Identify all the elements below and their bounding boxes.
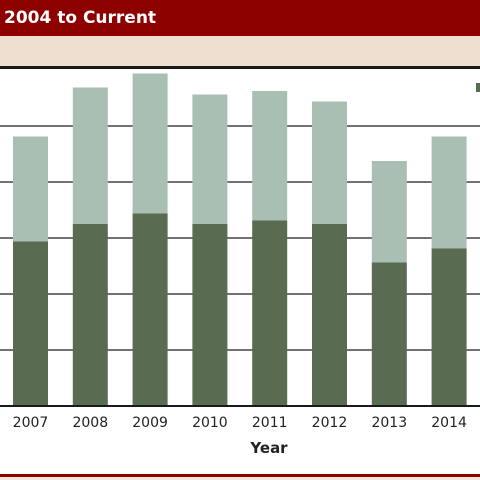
- bar-2011-segment-1: [252, 220, 288, 406]
- bar-2013-segment-2: [371, 161, 407, 263]
- x-tick-label: 2007: [13, 415, 49, 431]
- bar-2011-segment-2: [252, 91, 288, 221]
- bar-2010-segment-2: [192, 94, 228, 224]
- bar-2008-segment-2: [72, 87, 108, 224]
- bar-2012-segment-2: [312, 101, 347, 224]
- bar-2009-segment-1: [132, 213, 168, 406]
- x-tick-label: 2009: [132, 415, 168, 431]
- bar-2009-segment-2: [132, 73, 168, 214]
- bar-2007-segment-1: [13, 241, 48, 406]
- x-tick-label: 2013: [371, 415, 407, 431]
- x-tick-label: 2011: [252, 415, 288, 431]
- subheader-band: [0, 36, 480, 66]
- bar-2014-segment-1: [431, 248, 467, 406]
- x-tick-label: 2014: [431, 415, 467, 431]
- x-tick-label: 2010: [192, 415, 228, 431]
- bottom-rule: [0, 474, 480, 477]
- bar-2007-segment-2: [13, 136, 48, 242]
- x-tick-label: 2012: [312, 415, 348, 431]
- title-bar: 2004 to Current: [0, 0, 480, 36]
- bar-2008-segment-1: [72, 224, 108, 406]
- chart-title: 2004 to Current: [4, 8, 157, 28]
- bar-2010-segment-1: [192, 224, 228, 406]
- legend-swatch: [476, 83, 480, 92]
- bar-2013-segment-1: [371, 262, 407, 406]
- x-tick-label: 2008: [72, 415, 108, 431]
- bar-2012-segment-1: [312, 224, 347, 406]
- bar-2014-segment-2: [431, 136, 467, 249]
- x-axis-label: Year: [249, 439, 288, 457]
